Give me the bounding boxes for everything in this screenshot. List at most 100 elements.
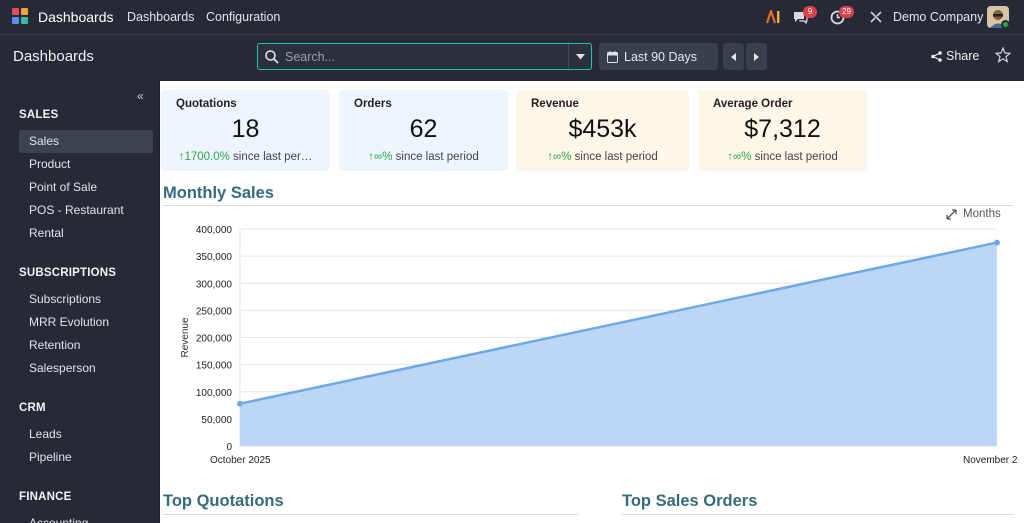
arrow-up-icon: ↑	[368, 151, 374, 163]
date-range-label: Last 90 Days	[624, 49, 697, 64]
kpi-trend-label: since last period	[754, 151, 838, 163]
section-divider	[163, 514, 578, 515]
sidebar-item-accounting[interactable]: Accounting	[29, 516, 89, 523]
share-label: Share	[946, 49, 980, 63]
sidebar-item-subscriptions[interactable]: Subscriptions	[29, 292, 102, 306]
kpi-title: Revenue	[531, 98, 579, 110]
kpi-percent: ∞%	[553, 151, 572, 163]
sidebar-item-mrr-evolution[interactable]: MRR Evolution	[29, 315, 110, 329]
granularity-selector[interactable]: Months	[946, 208, 1001, 220]
debug-tools-icon[interactable]	[867, 8, 885, 26]
caret-down-icon	[575, 53, 585, 59]
arrow-up-icon: ↑	[547, 151, 553, 163]
y-axis-label: Revenue	[180, 317, 191, 357]
x-tick-label: November 2	[963, 455, 1018, 466]
company-switcher[interactable]: Demo Company	[893, 10, 984, 24]
share-icon	[931, 50, 942, 62]
kpi-card-orders[interactable]: Orders 62 ↑∞% since last period	[339, 90, 508, 171]
ai-icon[interactable]	[765, 8, 783, 26]
date-range-button[interactable]: Last 90 Days	[599, 43, 718, 70]
menu-configuration[interactable]: Configuration	[206, 10, 281, 24]
kpi-card-quotations[interactable]: Quotations 18 ↑1700.0% since last per…	[161, 90, 330, 171]
y-tick-label: 400,000	[196, 225, 233, 236]
series-area	[240, 242, 997, 446]
expand-icon[interactable]	[946, 208, 957, 220]
series-line	[239, 241, 998, 405]
collapse-sidebar-icon[interactable]: «	[137, 89, 144, 103]
kpi-value: 18	[231, 115, 260, 143]
kpi-percent: 1700.0%	[184, 151, 230, 163]
kpi-value: $453k	[568, 115, 637, 143]
share-button[interactable]: Share	[931, 49, 979, 63]
sidebar-item-rental[interactable]: Rental	[29, 226, 64, 240]
kpi-percent: ∞%	[374, 151, 393, 163]
y-tick-label: 250,000	[196, 306, 233, 317]
caret-left-icon	[731, 52, 736, 61]
apps-menu-icon[interactable]	[12, 8, 30, 26]
kpi-trend: ↑∞% since last period	[516, 151, 689, 163]
caret-right-icon	[754, 52, 759, 61]
section-divider	[163, 205, 1013, 206]
sidebar: « SALES Sales Product Point of Sale POS …	[0, 81, 160, 523]
section-finance: FINANCE	[19, 491, 72, 503]
activities-badge: 29	[839, 6, 854, 18]
kpi-trend: ↑∞% since last period	[339, 151, 508, 163]
menu-dashboards[interactable]: Dashboards	[127, 10, 195, 24]
monthly-sales-chart: 0 50,000 100,000 150,000 200,000 250,000 300,0…	[180, 225, 1018, 466]
kpi-title: Average Order	[713, 98, 793, 110]
kpi-trend: ↑∞% since last period	[698, 151, 867, 163]
section-subscriptions: SUBSCRIPTIONS	[19, 267, 117, 279]
sidebar-item-product[interactable]: Product	[29, 157, 71, 171]
section-divider	[622, 514, 1014, 515]
sidebar-item-salesperson[interactable]: Salesperson	[29, 361, 96, 375]
kpi-value: $7,312	[744, 115, 821, 143]
arrow-up-icon: ↑	[178, 151, 185, 163]
control-panel: Dashboards Last 90 Days Share	[0, 34, 1024, 81]
sidebar-item-point-of-sale[interactable]: Point of Sale	[29, 180, 98, 194]
favorite-star-icon[interactable]	[995, 47, 1011, 63]
kpi-card-average-order[interactable]: Average Order $7,312 ↑∞% since last peri…	[698, 90, 867, 171]
previous-period-button[interactable]	[723, 43, 744, 70]
kpi-trend: ↑1700.0% since last per…	[161, 151, 330, 163]
granularity-label: Months	[963, 208, 1001, 220]
kpi-title: Orders	[354, 98, 392, 110]
sidebar-item-retention[interactable]: Retention	[29, 338, 81, 352]
section-sales: SALES	[19, 109, 59, 121]
kpi-value: 62	[409, 115, 438, 143]
data-point	[994, 239, 1000, 246]
y-tick-label: 100,000	[196, 388, 233, 399]
kpi-trend-label: since last per…	[233, 151, 313, 163]
page-title: Dashboards	[13, 48, 94, 65]
sidebar-item-pos-restaurant[interactable]: POS - Restaurant	[29, 203, 124, 217]
search-options-toggle[interactable]	[568, 44, 591, 69]
data-point	[237, 400, 243, 407]
next-period-button[interactable]	[746, 43, 767, 70]
monthly-sales-title: Monthly Sales	[163, 184, 274, 202]
search-input[interactable]	[285, 48, 565, 66]
top-quotations-title: Top Quotations	[163, 492, 284, 510]
online-status-icon	[1001, 20, 1009, 28]
y-tick-label: 200,000	[196, 334, 233, 345]
y-tick-label: 350,000	[196, 252, 233, 263]
section-crm: CRM	[19, 402, 46, 414]
search-bar[interactable]	[257, 43, 592, 70]
kpi-trend-label: since last period	[395, 151, 479, 163]
sidebar-item-sales[interactable]: Sales	[19, 130, 153, 153]
y-tick-label: 300,000	[196, 279, 233, 290]
y-tick-label: 150,000	[196, 361, 233, 372]
search-icon	[265, 50, 279, 64]
dashboard-content: Quotations 18 ↑1700.0% since last per… O…	[160, 81, 1024, 523]
app-name[interactable]: Dashboards	[38, 9, 114, 25]
arrow-up-icon: ↑	[727, 151, 733, 163]
sidebar-item-leads[interactable]: Leads	[29, 427, 62, 441]
kpi-card-revenue[interactable]: Revenue $453k ↑∞% since last period	[516, 90, 689, 171]
messages-badge: 9	[803, 6, 817, 18]
user-avatar[interactable]	[987, 6, 1009, 28]
kpi-percent: ∞%	[733, 151, 752, 163]
top-navbar: Dashboards Dashboards Configuration 9 29…	[0, 0, 1024, 34]
kpi-trend-label: since last period	[574, 151, 658, 163]
kpi-title: Quotations	[176, 98, 237, 110]
sidebar-item-pipeline[interactable]: Pipeline	[29, 450, 72, 464]
top-sales-orders-title: Top Sales Orders	[622, 492, 758, 510]
y-tick-label: 50,000	[201, 415, 232, 426]
